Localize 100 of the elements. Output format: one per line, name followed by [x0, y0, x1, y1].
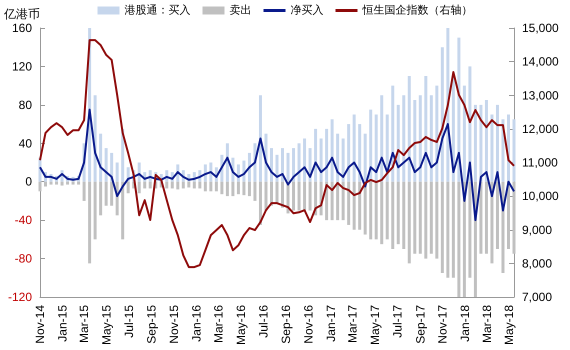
bar: [396, 182, 400, 244]
x-tick-label: Nov-16: [302, 304, 316, 344]
bar: [170, 182, 174, 188]
bar: [314, 128, 318, 182]
bar: [336, 182, 340, 220]
legend-label: 港股通：买入: [124, 4, 190, 16]
bar: [104, 148, 108, 182]
bar: [364, 134, 367, 182]
bar: [204, 182, 207, 192]
y2-tick-label: 12,000: [522, 122, 560, 136]
x-tick-label: Mar-18: [480, 304, 494, 344]
bar: [479, 182, 482, 254]
bar: [386, 182, 389, 240]
bar: [512, 182, 516, 254]
bar: [402, 182, 406, 249]
bar: [209, 182, 212, 192]
bar: [60, 182, 64, 186]
bar: [220, 182, 224, 194]
bar: [110, 182, 114, 206]
bar: [380, 95, 384, 182]
bar: [77, 182, 80, 185]
bar: [198, 182, 202, 188]
bar: [352, 114, 356, 182]
bar: [214, 182, 218, 192]
bar: [99, 182, 102, 216]
bar: [253, 182, 256, 201]
x-tick-label: Jan-18: [458, 304, 472, 342]
bar: [452, 182, 455, 278]
x-tick-label: Jul-16: [256, 304, 270, 338]
bar: [292, 182, 296, 211]
bar: [165, 182, 168, 188]
y2-tick-label: 10,000: [522, 189, 560, 204]
bar: [490, 114, 494, 182]
bar: [330, 182, 334, 220]
x-tick-label: May-16: [234, 304, 248, 346]
bar: [236, 182, 240, 194]
bar: [66, 182, 70, 185]
bar: [55, 182, 58, 185]
bar: [72, 182, 75, 185]
bar: [303, 182, 306, 211]
bar: [430, 95, 433, 182]
line-series: [39, 39, 515, 268]
bar: [104, 182, 108, 206]
y2-tick-label: 15,000: [522, 21, 560, 35]
bar: [424, 76, 428, 182]
bar: [303, 138, 306, 182]
bar: [506, 182, 510, 249]
bar: [462, 86, 466, 182]
bar: [413, 100, 416, 182]
y-tick-label: 160: [12, 21, 32, 35]
bar: [369, 110, 372, 182]
bar: [88, 182, 92, 264]
x-tick-label: Sep-15: [144, 304, 159, 344]
bar: [402, 95, 406, 182]
bar: [440, 182, 444, 273]
bar: [342, 138, 345, 182]
bar: [364, 182, 367, 235]
x-tick-label: Jan-15: [55, 304, 70, 342]
bar: [342, 182, 345, 220]
x-tick-label: Jan-17: [324, 304, 338, 342]
bar: [50, 182, 53, 185]
bar: [242, 182, 246, 196]
bar: [490, 182, 494, 264]
bar: [484, 182, 488, 254]
bar: [143, 182, 146, 188]
bar: [308, 182, 312, 211]
bar: [418, 95, 422, 182]
y-tick-label: 40: [18, 136, 32, 150]
bar: [468, 182, 472, 278]
x-tick-label: Jan-16: [190, 304, 204, 342]
bar: [258, 95, 262, 182]
bar: [457, 182, 460, 297]
x-tick-label: May-15: [100, 304, 114, 346]
y2-tick-label: 9,000: [522, 222, 552, 237]
legend-label: 净买入: [290, 4, 324, 16]
x-tick-label: Sep-17: [413, 304, 428, 344]
bar: [512, 119, 516, 182]
bar: [187, 182, 190, 188]
y2-tick-label: 13,000: [522, 88, 560, 102]
bar: [82, 182, 86, 201]
bar: [320, 138, 323, 182]
bar: [424, 182, 428, 259]
x-tick-label: May-18: [502, 304, 516, 346]
bar: [231, 182, 234, 196]
bar: [264, 182, 268, 211]
bar: [391, 182, 394, 249]
bar: [281, 148, 284, 182]
bar: [148, 182, 152, 188]
x-tick-label: Nov-14: [33, 304, 47, 344]
x-tick-label: Sep-16: [279, 304, 294, 344]
bar: [116, 162, 119, 182]
bar: [276, 182, 278, 204]
bar: [94, 182, 97, 240]
x-tick-label: Mar-16: [212, 304, 226, 344]
bar: [358, 124, 362, 182]
bar: [298, 143, 301, 182]
bar: [374, 182, 378, 240]
legend-label: 卖出: [230, 4, 252, 16]
x-tick-label: Mar-17: [346, 304, 360, 344]
y-tick-label: -40: [14, 213, 32, 228]
